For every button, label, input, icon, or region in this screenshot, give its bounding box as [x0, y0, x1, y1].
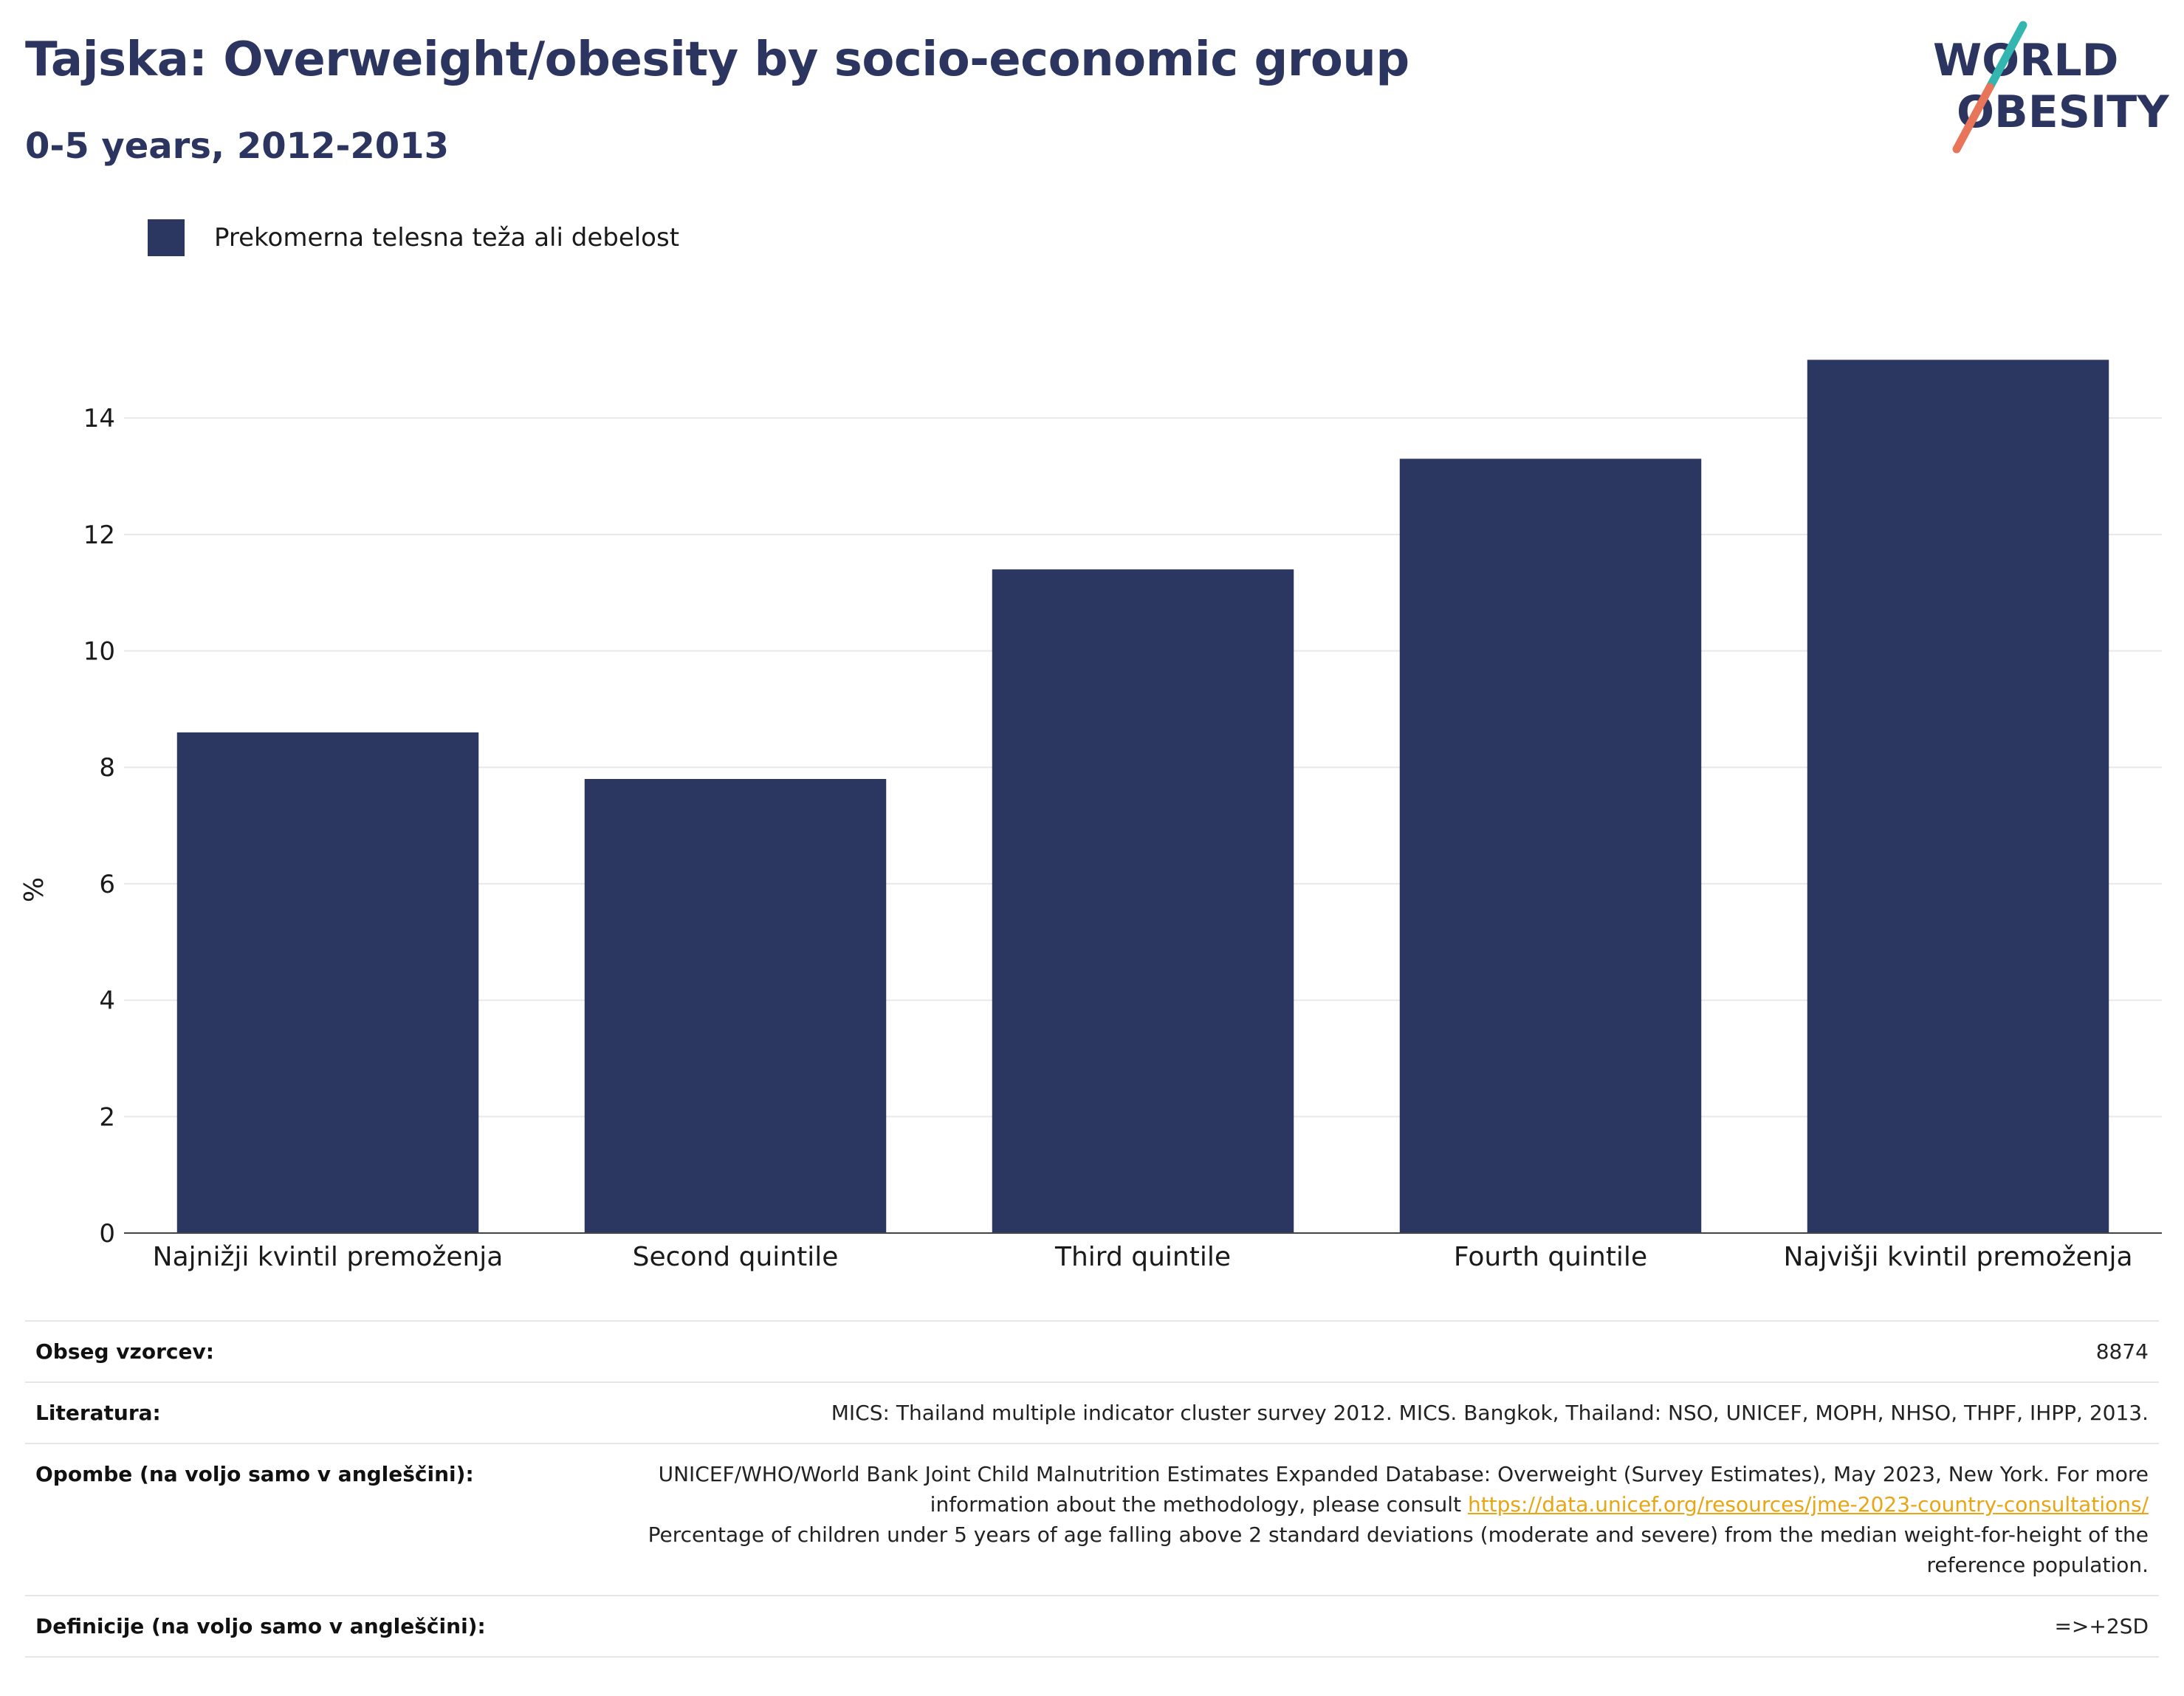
x-tick-labels: Najnižji kvintil premoženja Second quinti…: [153, 1242, 2133, 1272]
references-label: Literatura:: [25, 1381, 577, 1444]
logo-line-1: WORLD: [1933, 35, 2118, 86]
notes-label: Opombe (na voljo samo v angleščini):: [25, 1443, 577, 1596]
legend-label: Prekomerna telesna teža ali debelost: [214, 223, 680, 253]
y-tick-label: 8: [99, 753, 115, 783]
bar[interactable]: [1399, 459, 1702, 1233]
y-axis-label: %: [19, 877, 49, 902]
legend-swatch: [148, 219, 185, 256]
y-tick-label: 6: [99, 870, 115, 899]
bar[interactable]: [584, 779, 887, 1233]
logo-line-2: OBESITY: [1957, 86, 2170, 138]
y-tick-label: 4: [99, 986, 115, 1016]
references-value: MICS: Thailand multiple indicator cluste…: [577, 1381, 2159, 1444]
bar[interactable]: [1807, 360, 2109, 1234]
x-tick-label: Najnižji kvintil premoženja: [153, 1242, 504, 1272]
chart-legend[interactable]: Prekomerna telesna teža ali debelost: [148, 219, 679, 257]
bar[interactable]: [992, 569, 1294, 1233]
info-row-references: Literatura: MICS: Thailand multiple indi…: [25, 1381, 2159, 1444]
x-tick-label: Najvišji kvintil premoženja: [1783, 1242, 2132, 1272]
sample-size-label: Obseg vzorcev:: [25, 1320, 577, 1383]
methodology-link[interactable]: https://data.unicef.org/resources/jme-20…: [1467, 1492, 2149, 1517]
notes-text-1: UNICEF/WHO/World Bank Joint Child Malnut…: [658, 1462, 2149, 1517]
bar-chart: 0 2 4 6 8 10 12 14 Najnižji kvintil premoženja S…: [19, 360, 2162, 1272]
info-row-sample: Obseg vzorcev: 8874: [25, 1320, 2159, 1383]
x-tick-label: Fourth quintile: [1454, 1242, 1647, 1272]
info-table: Obseg vzorcev: 8874 Literatura: MICS: Th…: [25, 1320, 2159, 1658]
x-tick-label: Third quintile: [1054, 1242, 1231, 1272]
notes-text-2: Percentage of children under 5 years of …: [648, 1522, 2149, 1577]
logo-slash-teal: [1985, 21, 2027, 92]
bar[interactable]: [176, 732, 479, 1233]
info-row-definitions: Definicije (na voljo samo v angleščini):…: [25, 1595, 2159, 1658]
notes-value: UNICEF/WHO/World Bank Joint Child Malnut…: [577, 1443, 2159, 1596]
chart-title: Tajska: Overweight/obesity by socio-econ…: [25, 32, 1409, 87]
y-tick-labels: 0 2 4 6 8 10 12 14: [83, 404, 115, 1249]
y-tick-label: 2: [99, 1102, 115, 1132]
chart-subtitle: 0-5 years, 2012-2013: [25, 126, 449, 167]
sample-size-value: 8874: [577, 1320, 2159, 1383]
x-tick-label: Second quintile: [633, 1242, 839, 1272]
definitions-label: Definicije (na voljo samo v angleščini):: [25, 1595, 577, 1658]
definitions-value: =>+2SD: [577, 1595, 2159, 1658]
bars: [176, 360, 2109, 1234]
world-obesity-logo: WORLD OBESITY: [1933, 21, 2170, 154]
y-tick-label: 0: [99, 1219, 115, 1249]
info-row-notes: Opombe (na voljo samo v angleščini): UNI…: [25, 1443, 2159, 1596]
y-tick-label: 14: [83, 404, 115, 433]
logo-slash-coral: [1952, 83, 1994, 154]
y-tick-label: 10: [83, 637, 115, 667]
y-tick-label: 12: [83, 521, 115, 550]
